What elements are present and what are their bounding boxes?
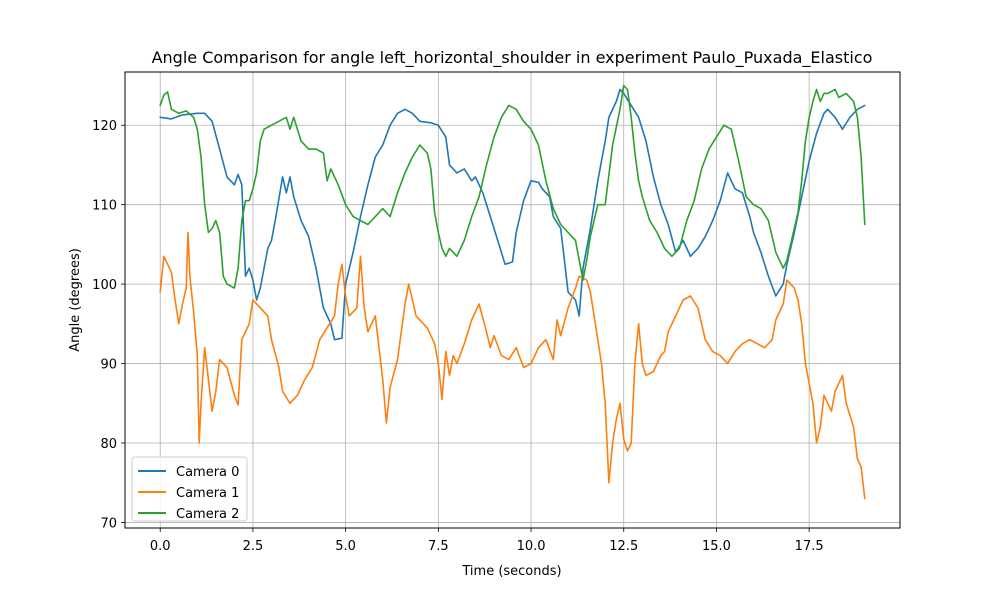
legend-label: Camera 1 (176, 486, 239, 501)
y-tick-label: 90 (100, 358, 117, 373)
y-tick-label: 80 (100, 437, 117, 452)
series-line-camera-2 (159, 84, 866, 289)
legend-box (131, 456, 248, 522)
y-tick-label: 70 (100, 516, 117, 531)
y-axis-ticks: 70 80 90 100 110 120 (92, 119, 125, 531)
legend: Camera 0 Camera 1 Camera 2 (131, 456, 248, 522)
legend-label: Camera 2 (176, 507, 239, 522)
x-axis-ticks: 0.0 2.5 5.0 7.5 10.0 12.5 15.0 17.5 (150, 528, 824, 554)
x-tick-label: 17.5 (795, 539, 824, 554)
y-axis-label: Angle (degrees) (68, 248, 83, 352)
y-tick-label: 100 (92, 278, 117, 293)
series-line-camera-1 (159, 231, 866, 500)
series-layer (159, 84, 866, 500)
x-tick-label: 7.5 (428, 539, 449, 554)
x-tick-label: 5.0 (335, 539, 356, 554)
x-tick-label: 0.0 (150, 539, 171, 554)
chart-title: Angle Comparison for angle left_horizont… (152, 48, 873, 68)
x-tick-label: 2.5 (243, 539, 264, 554)
y-tick-label: 110 (92, 199, 117, 214)
y-tick-label: 120 (92, 119, 117, 134)
series-line-camera-0 (159, 88, 866, 341)
x-tick-label: 12.5 (609, 539, 638, 554)
x-axis-label: Time (seconds) (461, 564, 561, 579)
legend-label: Camera 0 (176, 465, 239, 480)
plot-frame (124, 71, 901, 529)
x-tick-label: 10.0 (517, 539, 546, 554)
x-tick-label: 15.0 (702, 539, 731, 554)
